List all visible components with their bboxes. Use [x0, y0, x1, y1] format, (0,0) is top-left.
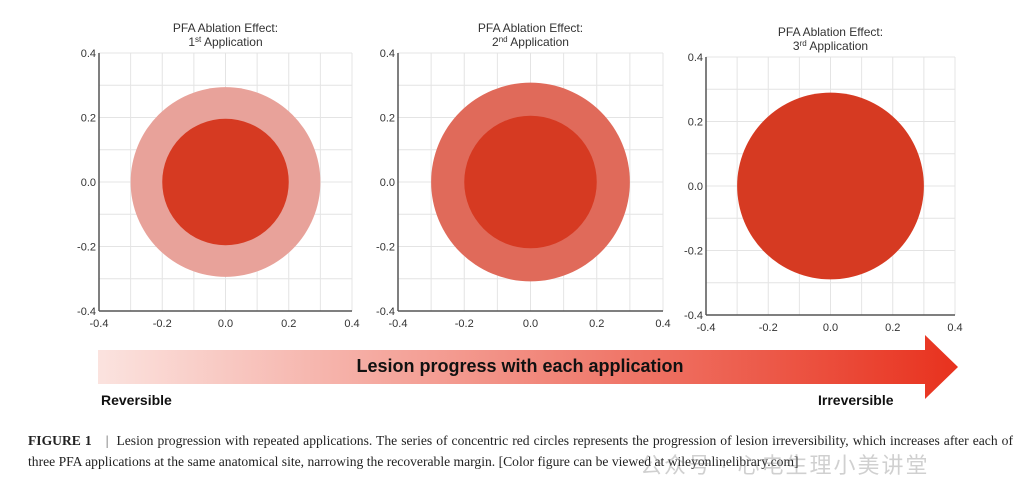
y-tick-label: -0.4	[77, 306, 96, 318]
y-tick-label: 0.2	[81, 113, 96, 125]
irreversible-label: Irreversible	[818, 392, 894, 408]
x-tick-label: -0.4	[697, 322, 716, 334]
y-tick-label: -0.4	[376, 306, 395, 318]
x-tick-label: 0.0	[523, 318, 538, 330]
y-tick-label: 0.2	[688, 117, 703, 129]
y-tick-label: 0.4	[688, 52, 703, 64]
y-tick-label: 0.0	[380, 177, 395, 189]
chart-title: PFA Ablation Effect:	[173, 21, 278, 35]
x-tick-label: 0.2	[589, 318, 604, 330]
y-tick-label: -0.2	[376, 242, 395, 254]
figure-caption: FIGURE 1 | Lesion progression with repeate…	[28, 430, 1013, 472]
watermark: 公众号 · 心电生理小美讲堂	[640, 453, 930, 478]
chart-panel-2: -0.4-0.4 -0.2 -0.2 0.0 0.0 0.2 0.2 0.4 0.4 PFA Ab…	[376, 21, 671, 330]
x-tick-label: -0.4	[389, 318, 408, 330]
x-tick-label: -0.2	[759, 322, 778, 334]
y-tick-label: 0.4	[380, 48, 395, 60]
x-tick-label: 0.4	[655, 318, 670, 330]
x-tick-label: 0.4	[344, 318, 359, 330]
x-tick-label: 0.2	[281, 318, 296, 330]
irreversible-lesion-circle	[737, 92, 924, 280]
chart-subtitle: 2nd Application	[492, 35, 569, 49]
chart-title: PFA Ablation Effect:	[478, 21, 583, 35]
chart-title: PFA Ablation Effect:	[778, 25, 883, 39]
y-tick-label: -0.2	[684, 246, 703, 258]
chart-panel-1: -0.4-0.4 -0.2 -0.2 0.0 0.0 0.2 0.2 0.4 0.4 PFA Ab…	[77, 21, 360, 330]
y-tick-label: 0.0	[81, 177, 96, 189]
y-tick-label: 0.4	[81, 48, 96, 60]
chart-subtitle: 1st Application	[188, 35, 262, 49]
x-tick-label: 0.2	[885, 322, 900, 334]
y-tick-label: -0.2	[77, 242, 96, 254]
x-tick-label: 0.0	[823, 322, 838, 334]
irreversible-lesion-circle	[162, 118, 289, 246]
figure-number: FIGURE 1	[28, 433, 92, 448]
reversible-label: Reversible	[101, 392, 172, 408]
caption-separator: |	[105, 433, 109, 448]
y-tick-label: 0.0	[688, 181, 703, 193]
y-tick-label: -0.4	[684, 310, 703, 322]
chart-panel-3: -0.4-0.4 -0.2 -0.2 0.0 0.0 0.2 0.2 0.4 0.4 PFA Ab…	[684, 25, 963, 334]
x-tick-label: 0.0	[218, 318, 233, 330]
x-tick-label: -0.4	[90, 318, 109, 330]
arrow-label: Lesion progress with each application	[356, 356, 684, 376]
irreversible-lesion-circle	[464, 115, 597, 249]
x-tick-label: 0.4	[947, 322, 962, 334]
chart-subtitle: 3rd Application	[793, 39, 868, 53]
caption-text: Lesion progression with repeated applica…	[28, 433, 1013, 469]
x-tick-label: -0.2	[455, 318, 474, 330]
y-tick-label: 0.2	[380, 113, 395, 125]
progress-arrow	[98, 335, 958, 399]
x-tick-label: -0.2	[153, 318, 172, 330]
